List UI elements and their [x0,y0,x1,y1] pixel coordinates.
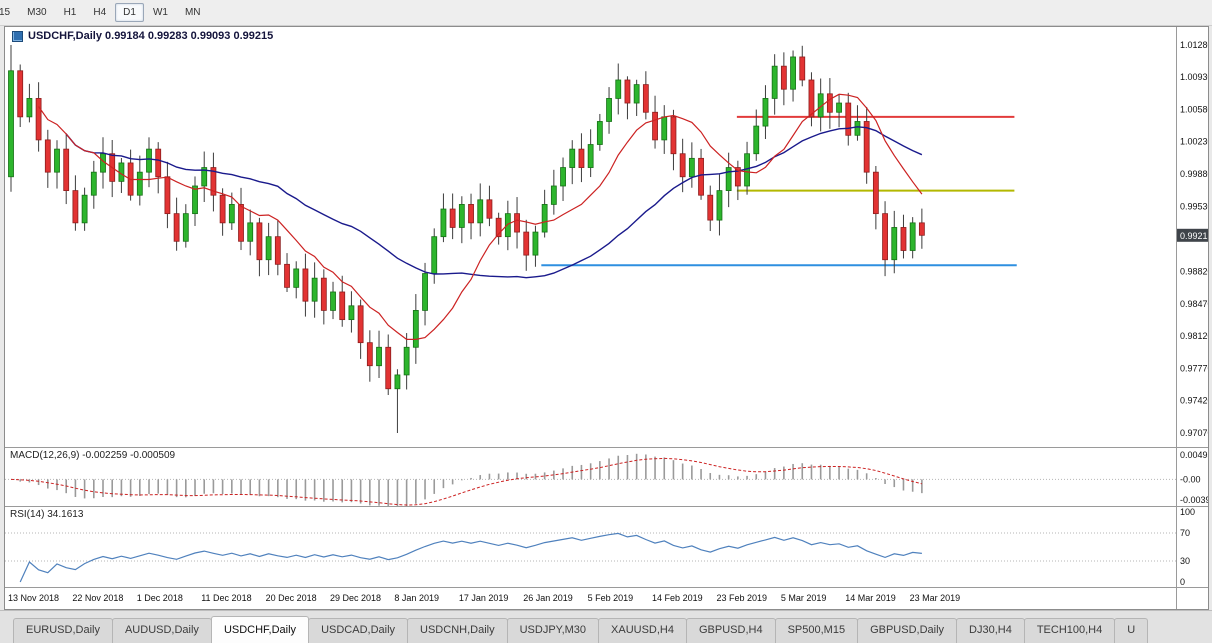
symbol-tab-xauusd-h4[interactable]: XAUUSD,H4 [598,618,687,643]
axis-label: 30 [1180,556,1190,566]
symbol-tab-gbpusd-h4[interactable]: GBPUSD,H4 [686,618,776,643]
symbol-tab-sp500-m15[interactable]: SP500,M15 [774,618,859,643]
axis-label: 1.00930 [1180,72,1208,82]
date-tick-label: 17 Jan 2019 [458,593,509,603]
date-tick-label: 22 Nov 2018 [72,593,124,603]
axis-label: 0 [1180,577,1185,587]
timeframe-button-d1[interactable]: D1 [115,3,144,22]
timeframe-button-h1[interactable]: H1 [56,3,85,22]
symbol-tab-gbpusd-daily[interactable]: GBPUSD,Daily [857,618,958,643]
date-tick-label: 23 Feb 2019 [716,593,767,603]
timeframe-button-w1[interactable]: W1 [145,3,176,22]
axis-label: 100 [1180,507,1195,517]
axis-label: 1.01280 [1180,40,1208,50]
date-axis: 13 Nov 2018 22 Nov 2018 1 Dec 2018 11 Dec 2… [5,587,1208,609]
date-tick-label: 14 Mar 2019 [845,593,896,603]
date-tick-label: 26 Jan 2019 [523,593,573,603]
current-price-badge [1177,228,1208,242]
axis-separator [1176,588,1177,609]
date-tick-label: 23 Mar 2019 [909,593,961,603]
symbol-tab-dj30-h4[interactable]: DJ30,H4 [956,618,1025,643]
symbol-tab-u[interactable]: U [1114,618,1149,643]
rsi-panel: 100 70 30 0 RSI(14) 34.1613 [5,506,1208,587]
axis-label: -0.003905 [1180,495,1208,505]
date-tick-label: 1 Dec 2018 [136,593,183,603]
timeframe-button-m30[interactable]: M30 [19,3,54,22]
date-tick-label: 11 Dec 2018 [201,593,252,603]
date-tick-label: 20 Dec 2018 [265,593,317,603]
date-tick-label: 29 Dec 2018 [330,593,382,603]
symbol-tab-usdcnh-daily[interactable]: USDCNH,Daily [407,618,508,643]
axis-label: 70 [1180,528,1190,538]
macd-signal-line [10,457,923,506]
rsi-line [19,532,922,583]
ma-fast-line [38,93,923,340]
date-tick-label: 5 Mar 2019 [780,593,827,603]
date-tick-label: 5 Feb 2019 [587,593,634,603]
axis-label: 0.004952 [1180,450,1208,460]
timeframe-button-h4[interactable]: H4 [85,3,114,22]
macd-histogram [19,453,923,506]
symbol-tabbar: EURUSD,Daily AUDUSD,Daily USDCHF,Daily USDC… [0,610,1212,643]
symbol-tab-usdcad-daily[interactable]: USDCAD,Daily [308,618,409,643]
symbol-tab-usdjpy-m30[interactable]: USDJPY,M30 [506,618,600,643]
symbol-tab-audusd-daily[interactable]: AUDUSD,Daily [111,618,212,643]
date-tick-label: 8 Jan 2019 [394,593,439,603]
symbol-tab-tech100-h4[interactable]: TECH100,H4 [1023,618,1116,643]
axis-label: 1.00580 [1180,104,1208,114]
candles [8,44,925,433]
axis-label: 0.99215 [1180,231,1208,241]
date-tick-label: 13 Nov 2018 [8,593,60,603]
symbol-tab-eurusd-daily[interactable]: EURUSD,Daily [13,618,113,643]
axis-label: -0.00 [1180,474,1201,484]
ma-slow-line [65,126,923,279]
timeframe-button-mn[interactable]: MN [177,3,209,22]
symbol-tab-usdchf-daily[interactable]: USDCHF,Daily [210,616,310,643]
rsi-canvas[interactable]: 100 70 30 0 [5,507,1208,587]
macd-panel: 0.004952-0.00-0.003905 MACD(12,26,9) -0.… [5,447,1208,506]
timeframe-toolbar: 15 M30 H1 H4 D1 W1 MN [0,0,1212,26]
date-tick-label: 14 Feb 2019 [652,593,703,603]
timeframe-button-15[interactable]: 15 [0,3,18,22]
macd-canvas[interactable]: 0.004952 -0.00 -0.003905 [5,448,1208,506]
